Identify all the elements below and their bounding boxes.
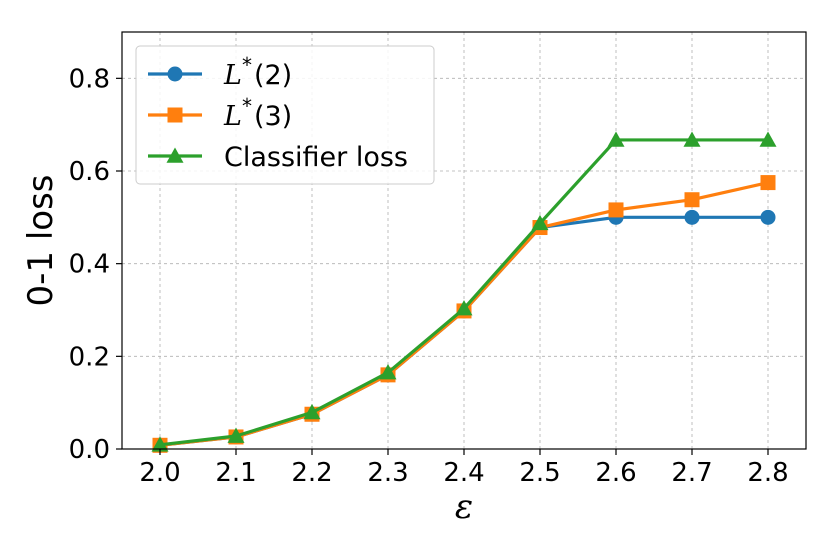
legend-item: L*(3)	[148, 94, 292, 132]
y-tick-label: 0.2	[69, 342, 110, 372]
data-point	[684, 209, 700, 225]
x-axis-ticks: 2.0 2.1 2.2 2.3 2.4 2.5 2.6 2.7 2.8	[139, 449, 789, 488]
data-point	[760, 175, 776, 191]
data-point	[760, 209, 776, 225]
data-point	[303, 403, 321, 420]
legend-label: L*(3)	[223, 94, 292, 132]
series-layer	[151, 131, 777, 453]
y-axis-ticks: 0.0 0.2 0.4 0.6 0.8	[69, 64, 122, 465]
data-point	[683, 131, 701, 147]
legend-marker	[166, 147, 184, 163]
legend-label: L*(2)	[223, 53, 292, 91]
legend-item: L*(2)	[148, 53, 292, 91]
data-point	[227, 427, 245, 443]
y-tick-label: 0.0	[69, 435, 110, 465]
x-tick-label: 2.7	[671, 458, 712, 488]
x-axis-label: ε	[455, 487, 473, 527]
y-tick-label: 0.4	[69, 250, 110, 280]
legend-label: Classifier loss	[224, 142, 408, 173]
data-point	[759, 131, 777, 147]
x-tick-label: 2.4	[443, 458, 484, 488]
data-point	[455, 300, 473, 316]
x-tick-label: 2.5	[519, 458, 560, 488]
y-axis-label: 0-1 loss	[21, 174, 61, 306]
legend-item: Classifier loss	[148, 142, 408, 173]
data-point	[531, 214, 549, 231]
y-tick-label: 0.8	[69, 64, 110, 94]
legend-box	[135, 45, 435, 185]
legend-marker	[167, 107, 183, 123]
y-tick-label: 0.6	[69, 157, 110, 187]
legend-marker	[167, 66, 183, 82]
data-point	[607, 131, 625, 147]
x-tick-label: 2.3	[367, 458, 408, 488]
x-tick-label: 2.8	[747, 458, 788, 488]
x-tick-label: 2.0	[139, 458, 180, 488]
x-tick-label: 2.1	[215, 458, 256, 488]
series-3	[151, 131, 777, 452]
data-point	[151, 436, 169, 452]
legend: L*(2)L*(3) Classifier loss	[135, 45, 435, 185]
data-point	[379, 364, 397, 380]
data-point	[684, 192, 700, 208]
x-tick-label: 2.2	[291, 458, 332, 488]
x-tick-label: 2.6	[595, 458, 636, 488]
data-point	[608, 202, 624, 218]
